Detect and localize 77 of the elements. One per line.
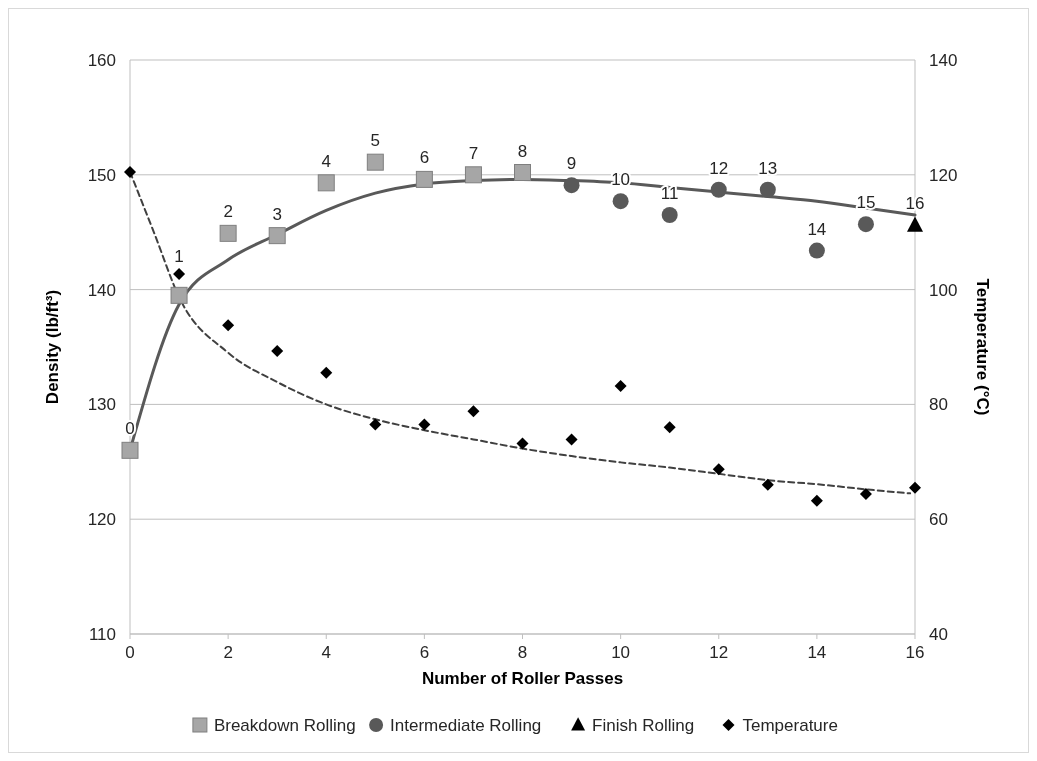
point	[712, 463, 725, 476]
y-tick-label: 160	[87, 51, 116, 70]
annotation: 13	[758, 158, 778, 178]
point	[614, 380, 627, 393]
legend-label: Finish Rolling	[592, 716, 695, 735]
point	[810, 494, 823, 507]
point	[859, 487, 872, 500]
y2-tick-label: 120	[929, 165, 958, 185]
x-tick-label: 14	[807, 643, 827, 662]
x-tick-label: 12	[709, 643, 729, 662]
y2-tick-label: 40	[929, 625, 948, 644]
legend-label: Intermediate Rolling	[390, 716, 542, 735]
point	[124, 165, 136, 178]
annotation: 16	[905, 194, 925, 214]
annotation: 1	[174, 247, 184, 267]
point	[268, 227, 286, 245]
annotation: 6	[419, 148, 430, 168]
point	[663, 421, 676, 434]
point	[907, 216, 923, 232]
annotation: 3	[272, 204, 282, 224]
point	[121, 441, 139, 459]
annotation: 12	[709, 158, 729, 178]
y-tick-label: 140	[87, 280, 116, 300]
x-tick-label: 6	[419, 643, 430, 662]
y-tick-label: 150	[87, 165, 116, 185]
x-tick-label: 2	[223, 643, 233, 662]
point	[661, 206, 678, 223]
point	[516, 437, 529, 450]
point	[415, 170, 433, 188]
point	[173, 268, 186, 281]
point	[467, 405, 480, 418]
annotation: 8	[517, 141, 528, 161]
annotation: 2	[223, 202, 233, 222]
y-tick-label: 130	[87, 395, 116, 415]
point	[464, 166, 482, 184]
annotation: 11	[660, 183, 679, 203]
point	[761, 478, 774, 491]
legend-label: Breakdown Rolling	[213, 716, 356, 735]
y-tick-label: 110	[88, 625, 116, 644]
point	[366, 153, 384, 171]
y2-tick-label: 140	[929, 51, 958, 70]
y2-axis-title: Temperature (°C)	[973, 278, 992, 416]
point	[170, 286, 188, 304]
point	[710, 181, 727, 198]
x-tick-label: 8	[517, 643, 528, 662]
point	[222, 319, 235, 332]
point	[857, 216, 874, 233]
point	[909, 481, 921, 494]
x-tick-label: 10	[611, 643, 631, 662]
legend-label: Temperature	[742, 716, 838, 735]
point	[612, 193, 629, 210]
point	[759, 181, 776, 198]
x-tick-label: 16	[905, 643, 925, 662]
point	[514, 164, 531, 181]
annotation: 4	[321, 151, 331, 171]
y2-tick-label: 80	[929, 395, 948, 415]
point	[320, 366, 333, 379]
annotation: 5	[370, 131, 381, 151]
point	[271, 345, 284, 358]
y-tick-label: 120	[87, 510, 116, 530]
point	[418, 418, 431, 431]
point	[563, 177, 580, 194]
x-axis-title: Number of Roller Passes	[421, 669, 624, 688]
y2-tick-label: 100	[929, 280, 958, 300]
annotation: 14	[807, 219, 827, 239]
annotation: 9	[566, 154, 577, 174]
x-tick-label: 0	[125, 643, 135, 662]
point	[317, 174, 335, 192]
y-axis-title: Density (lb/ft³)	[43, 289, 62, 405]
annotation: 7	[468, 143, 479, 163]
point	[565, 433, 578, 446]
y2-tick-label: 60	[929, 510, 948, 530]
annotation: 0	[125, 419, 135, 439]
point	[219, 224, 237, 242]
point	[808, 242, 825, 259]
x-tick-label: 4	[321, 643, 331, 662]
point	[369, 418, 382, 431]
